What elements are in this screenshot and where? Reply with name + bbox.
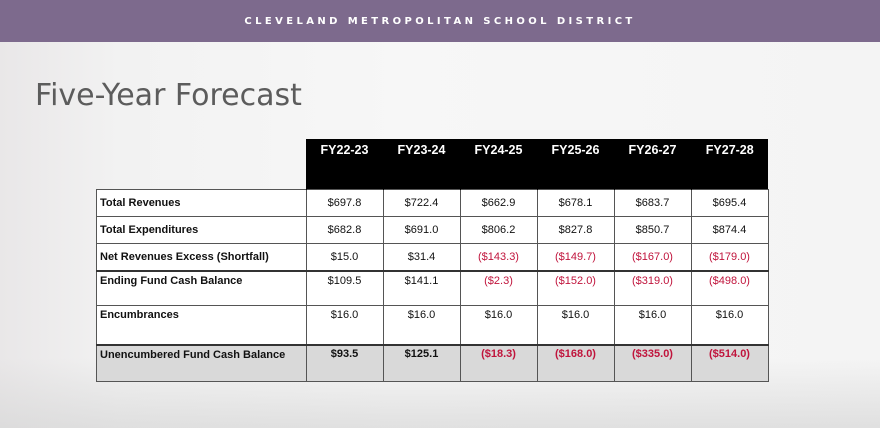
table-cell: ($2.3) bbox=[459, 270, 538, 306]
table-cell: $662.9 bbox=[459, 189, 538, 217]
table-header-row: FY22-23 FY23-24 FY24-25 FY25-26 FY26-27 … bbox=[97, 139, 768, 190]
header-banner: CLEVELAND METROPOLITAN SCHOOL DISTRICT bbox=[0, 0, 880, 42]
slide-title: Five-Year Forecast bbox=[35, 78, 302, 113]
table-cell: $141.1 bbox=[382, 270, 461, 306]
table-cell: $678.1 bbox=[536, 189, 615, 217]
table-cell: $16.0 bbox=[305, 305, 384, 346]
table-corner bbox=[97, 139, 307, 190]
column-header: FY27-28 bbox=[690, 139, 768, 190]
table-cell: $15.0 bbox=[305, 243, 384, 272]
table-cell: ($514.0) bbox=[690, 344, 769, 382]
table-cell: $16.0 bbox=[382, 305, 461, 346]
table-cell: $683.7 bbox=[613, 189, 692, 217]
table-cell: $697.8 bbox=[305, 189, 384, 217]
table-row: Encumbrances $16.0 $16.0 $16.0 $16.0 $16… bbox=[96, 305, 769, 346]
table-cell: $31.4 bbox=[382, 243, 461, 272]
row-label: Total Expenditures bbox=[96, 216, 307, 244]
column-header: FY22-23 bbox=[305, 139, 383, 190]
table-cell: ($152.0) bbox=[536, 270, 615, 306]
table-cell: $691.0 bbox=[382, 216, 461, 244]
table-cell: $16.0 bbox=[690, 305, 769, 346]
table-cell: $682.8 bbox=[305, 216, 384, 244]
table-row: Total Expenditures $682.8 $691.0 $806.2 … bbox=[96, 216, 769, 244]
table-row: Net Revenues Excess (Shortfall) $15.0 $3… bbox=[96, 243, 769, 272]
table-cell: ($498.0) bbox=[690, 270, 769, 306]
table-cell: ($179.0) bbox=[690, 243, 769, 272]
table-cell: $806.2 bbox=[459, 216, 538, 244]
table-cell: ($143.3) bbox=[459, 243, 538, 272]
column-header: FY24-25 bbox=[459, 139, 537, 190]
table-cell: $827.8 bbox=[536, 216, 615, 244]
row-label: Ending Fund Cash Balance bbox=[96, 270, 307, 306]
table-cell: $109.5 bbox=[305, 270, 384, 306]
column-header: FY25-26 bbox=[536, 139, 614, 190]
table-cell: $93.5 bbox=[305, 344, 384, 382]
summary-row: Unencumbered Fund Cash Balance $93.5 $12… bbox=[96, 344, 769, 382]
table-cell: $695.4 bbox=[690, 189, 769, 217]
org-name: CLEVELAND METROPOLITAN SCHOOL DISTRICT bbox=[244, 15, 636, 27]
table-cell: $16.0 bbox=[536, 305, 615, 346]
row-label: Net Revenues Excess (Shortfall) bbox=[96, 243, 307, 272]
table-cell: ($18.3) bbox=[459, 344, 538, 382]
forecast-table: FY22-23 FY23-24 FY24-25 FY25-26 FY26-27 … bbox=[96, 139, 769, 382]
table-cell: $722.4 bbox=[382, 189, 461, 217]
table-cell: ($319.0) bbox=[613, 270, 692, 306]
row-label: Encumbrances bbox=[96, 305, 307, 346]
table-cell: $125.1 bbox=[382, 344, 461, 382]
table-cell: $874.4 bbox=[690, 216, 769, 244]
table-row: Ending Fund Cash Balance $109.5 $141.1 (… bbox=[96, 270, 769, 306]
table-cell: ($167.0) bbox=[613, 243, 692, 272]
row-label: Total Revenues bbox=[96, 189, 307, 217]
row-label: Unencumbered Fund Cash Balance bbox=[96, 344, 307, 382]
table-row: Total Revenues $697.8 $722.4 $662.9 $678… bbox=[96, 189, 769, 217]
table-cell: ($149.7) bbox=[536, 243, 615, 272]
table-cell: ($168.0) bbox=[536, 344, 615, 382]
table-cell: $16.0 bbox=[459, 305, 538, 346]
table-cell: ($335.0) bbox=[613, 344, 692, 382]
column-header: FY26-27 bbox=[613, 139, 691, 190]
column-header: FY23-24 bbox=[382, 139, 460, 190]
table-cell: $16.0 bbox=[613, 305, 692, 346]
table-cell: $850.7 bbox=[613, 216, 692, 244]
